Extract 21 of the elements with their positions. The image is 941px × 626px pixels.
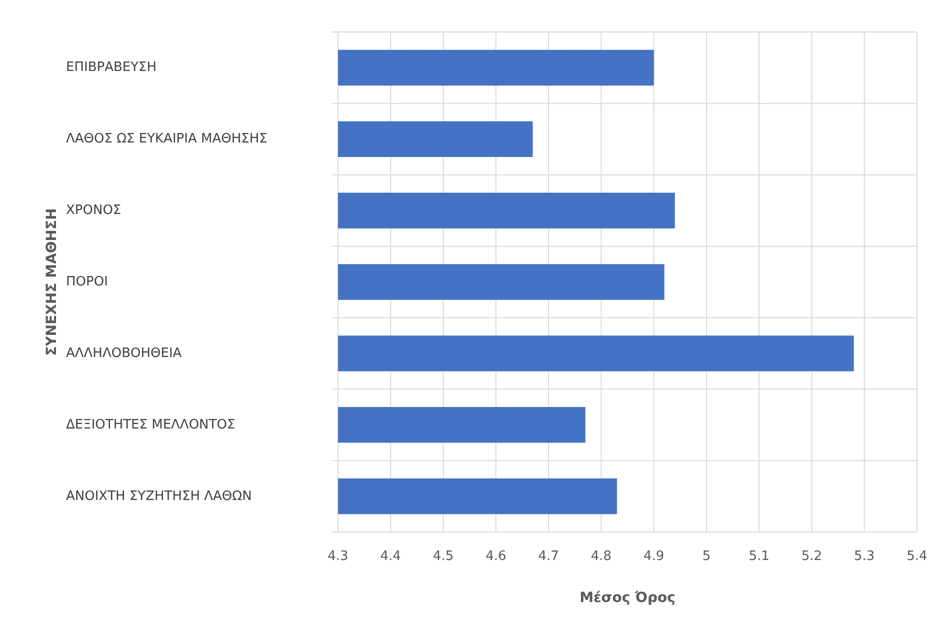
y-tick-label: ΠΟΡΟΙ (66, 274, 108, 290)
y-tick-label: ΑΛΛΗΛΟΒΟΗΘΕΙΑ (66, 346, 182, 361)
x-axis-title: Μέσος Όρος (580, 590, 676, 606)
x-tick-label: 4.5 (432, 549, 454, 564)
x-tick-label: 5.2 (801, 549, 822, 564)
y-tick-label: ΑΝΟΙΧΤΗ ΣΥΖΗΤΗΣΗ ΛΑΘΩΝ (66, 488, 252, 504)
x-tick-label: 5 (702, 549, 711, 564)
y-tick-label: ΧΡΟΝΟΣ (66, 203, 122, 218)
x-tick-label: 5.1 (748, 549, 770, 564)
x-tick-label: 4.4 (380, 549, 401, 564)
y-tick-label: ΕΠΙΒΡΑΒΕΥΣΗ (66, 60, 157, 76)
x-tick-label: 4.9 (643, 549, 664, 564)
y-axis-title: ΣΥΝΕΧΗΣ ΜΑΘΗΣΗ (44, 208, 60, 356)
y-tick-label: ΔΕΞΙΟΤΗΤΕΣ ΜΕΛΛΟΝΤΟΣ (66, 417, 236, 432)
x-tick-label: 4.3 (328, 549, 348, 564)
x-tick-label: 4.8 (590, 549, 612, 564)
x-tick-label: 5.4 (906, 549, 928, 564)
x-tick-label: 4.7 (538, 549, 559, 564)
y-tick-label: ΛΑΘΟΣ ΩΣ ΕΥΚΑΙΡΙΑ ΜΑΘΗΣΗΣ (66, 132, 268, 147)
x-tick-label: 5.3 (854, 549, 875, 564)
x-tick-label: 4.6 (486, 549, 506, 564)
